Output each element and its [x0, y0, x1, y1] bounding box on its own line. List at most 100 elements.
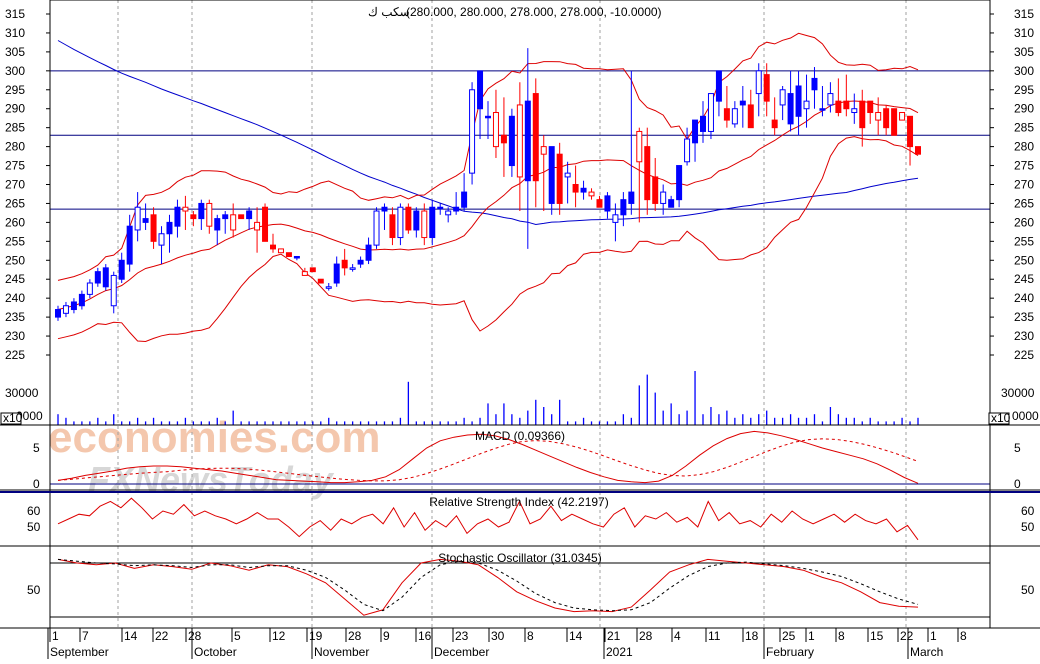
price-tick-label-left: 310: [5, 26, 25, 40]
x-tick-label: 28: [639, 629, 653, 643]
candle-body: [660, 191, 667, 204]
x-tick-label: 21: [607, 629, 621, 643]
month-label: February: [766, 645, 814, 659]
candle-body: [349, 267, 356, 270]
price-tick-label-left: 265: [5, 196, 25, 210]
candle-body: [867, 100, 874, 114]
price-tick-label-left: 275: [5, 159, 25, 173]
price-tick-label-right: 225: [1014, 348, 1034, 362]
price-tick-label-right: 300: [1014, 64, 1034, 78]
watermark: economies.com FXNewsToday: [48, 413, 381, 500]
candle-body: [126, 225, 133, 265]
candle-body: [301, 271, 308, 276]
x-tick-label: 5: [234, 629, 241, 643]
candle-body: [700, 115, 706, 132]
candle-body: [333, 263, 340, 284]
rsi-title: Relative Strength Index (42.2197): [429, 495, 608, 509]
volume-scale-box: [0, 412, 22, 425]
x-tick-label: 19: [309, 629, 323, 643]
candle-body: [413, 210, 420, 231]
x-tick-label: 8: [527, 629, 534, 643]
month-label: October: [194, 645, 237, 659]
candle-body: [668, 199, 675, 208]
price-tick-label-left: 295: [5, 83, 25, 97]
price-tick-label-left: 260: [5, 215, 25, 229]
candle-body: [763, 74, 770, 102]
candle-body: [198, 202, 205, 220]
x-tick-label: 7: [82, 629, 89, 643]
x-tick-label: 11: [708, 629, 721, 643]
rsi-tick-label-left: 60: [27, 504, 41, 518]
price-tick-label-left: 240: [5, 291, 25, 305]
candle-body: [86, 282, 93, 295]
watermark-fxnewstoday: FXNewsToday: [88, 459, 335, 500]
macd-tick-label-left: 0: [33, 477, 40, 491]
volume-tick-label-right: 30000: [1001, 386, 1035, 400]
x-tick-label: 15: [870, 629, 884, 643]
price-tick-label-right: 295: [1014, 83, 1034, 97]
candle-body: [270, 244, 276, 250]
price-tick-label-right: 255: [1014, 234, 1034, 248]
candle-body: [540, 146, 547, 155]
candle-body: [907, 115, 914, 148]
candle-body: [827, 93, 834, 106]
bollinger-lower-line: [57, 136, 919, 343]
price-tick-label-right: 260: [1014, 215, 1034, 229]
bollinger-middle-line: [57, 100, 919, 310]
candle-body: [835, 100, 842, 114]
candle-body: [325, 286, 332, 289]
volume-scale-label: x10: [3, 411, 23, 425]
candle-body: [405, 206, 412, 231]
candle-body: [429, 206, 436, 239]
x-tick-label: 28: [188, 629, 202, 643]
candle-body: [747, 104, 754, 129]
price-tick-label-left: 280: [5, 140, 25, 154]
x-tick-label: 22: [900, 629, 914, 643]
price-tick-label-right: 280: [1014, 140, 1034, 154]
candle-body: [206, 202, 213, 227]
candle-body: [851, 108, 858, 114]
candle-body: [707, 93, 714, 132]
candle-body: [875, 112, 882, 121]
price-tick-label-right: 265: [1014, 196, 1034, 210]
candle-body: [628, 191, 635, 204]
volume-tick-label-left: 30000: [5, 386, 39, 400]
price-tick-label-left: 290: [5, 102, 25, 116]
candle-body: [771, 119, 778, 129]
candle-body: [620, 199, 627, 216]
candle-body: [285, 252, 292, 257]
candle-body: [293, 255, 300, 259]
candle-body: [397, 206, 404, 239]
price-tick-label-left: 245: [5, 272, 25, 286]
candle-body: [174, 206, 181, 227]
x-tick-label: 28: [348, 629, 362, 643]
candle-body: [508, 115, 515, 167]
x-tick-label: 8: [838, 629, 845, 643]
macd-title: MACD (0.09366): [475, 429, 565, 443]
x-tick-label: 1: [808, 629, 815, 643]
candle-body: [883, 108, 890, 129]
candle-body: [556, 153, 563, 204]
candle-body: [317, 278, 324, 284]
candle-body: [78, 293, 85, 307]
candle-body: [819, 108, 826, 111]
macd-tick-label-right: 5: [1014, 441, 1021, 455]
candle-body: [277, 248, 284, 254]
x-tick-label: 30: [491, 629, 505, 643]
price-tick-label-left: 230: [5, 329, 25, 343]
macd-signal-line: [57, 438, 919, 482]
candle-body: [596, 199, 603, 208]
candle-body: [373, 210, 380, 246]
candle-body: [676, 165, 683, 201]
candle-body: [723, 108, 730, 121]
candle-body: [739, 100, 746, 106]
price-tick-label-left: 225: [5, 348, 25, 362]
price-tick-label-right: 310: [1014, 26, 1034, 40]
candle-body: [365, 244, 372, 261]
candle-body: [158, 233, 165, 246]
price-tick-label-left: 255: [5, 234, 25, 248]
x-tick-label: 25: [782, 629, 796, 643]
candle-body: [437, 206, 444, 210]
x-tick-label: 14: [569, 629, 583, 643]
price-tick-label-right: 245: [1014, 272, 1034, 286]
